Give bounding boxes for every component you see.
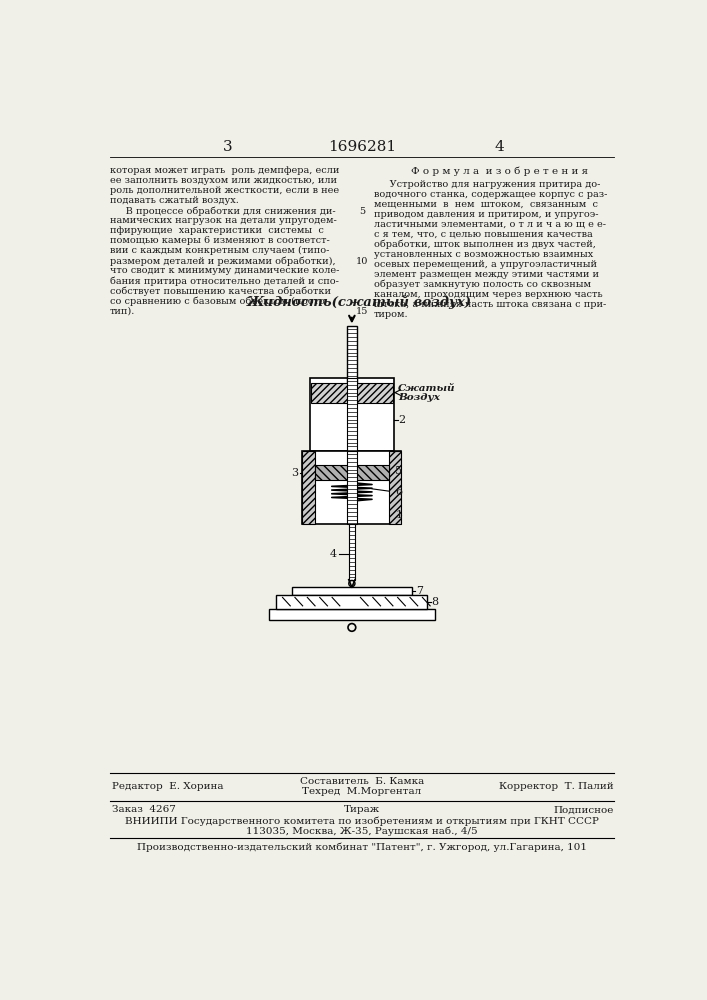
Text: подавать сжатый воздух.: подавать сжатый воздух. [110,196,239,205]
Text: водочного станка, содержащее корпус с раз-: водочного станка, содержащее корпус с ра… [373,190,607,199]
Text: 4: 4 [494,140,504,154]
Text: ее заполнить воздухом или жидкостью, или: ее заполнить воздухом или жидкостью, или [110,176,337,185]
Text: Воздух: Воздух [398,393,440,402]
Bar [347,451,357,524]
Text: 1: 1 [395,510,402,520]
Text: элемент размещен между этими частями и: элемент размещен между этими частями и [373,270,599,279]
Text: Тираж: Тираж [344,805,380,814]
Text: В процессе обработки для снижения ди-: В процессе обработки для снижения ди- [110,206,336,216]
Text: Жидность(сжатый воздух): Жидность(сжатый воздух) [247,295,472,309]
Bar [347,326,357,389]
Text: осевых перемещений, а упругоэластичный: осевых перемещений, а упругоэластичный [373,260,597,269]
Text: Производственно-издательский комбинат "Патент", г. Ужгород, ул.Гагарина, 101: Производственно-издательский комбинат "П… [137,842,587,852]
Text: образует замкнутую полость со сквозным: образует замкнутую полость со сквозным [373,280,590,289]
Text: 2: 2 [398,415,406,425]
Bar [311,383,393,403]
Text: 4: 4 [329,549,337,559]
Text: тип).: тип). [110,306,136,315]
Text: 15: 15 [356,307,368,316]
Text: которая может играть  роль демпфера, если: которая может играть роль демпфера, если [110,166,339,175]
Text: 3: 3 [291,468,298,478]
Text: пфирующие  характеристики  системы  с: пфирующие характеристики системы с [110,226,324,235]
Text: мещенными  в  нем  штоком,  связанным  с: мещенными в нем штоком, связанным с [373,200,597,209]
Text: 7: 7 [416,586,423,596]
Text: Составитель  Б. Камка: Составитель Б. Камка [300,777,424,786]
Text: роль дополнительной жесткости, если в нее: роль дополнительной жесткости, если в не… [110,186,339,195]
Bar [269,609,436,620]
Bar [347,378,357,451]
Text: ВНИИПИ Государственного комитета по изобретениям и открытиям при ГКНТ СССР: ВНИИПИ Государственного комитета по изоб… [125,816,599,826]
Text: 113035, Москва, Ж-35, Раушская наб., 4/5: 113035, Москва, Ж-35, Раушская наб., 4/5 [246,826,478,836]
Text: помощью камеры 6 изменяют в соответст-: помощью камеры 6 изменяют в соответст- [110,236,330,245]
Text: 8: 8 [431,597,438,607]
Text: приводом давления и притиром, и упругоэ-: приводом давления и притиром, и упругоэ- [373,210,598,219]
Bar [310,378,394,451]
Text: 5: 5 [395,466,402,476]
Text: вии с каждым конкретным случаем (типо-: вии с каждым конкретным случаем (типо- [110,246,329,255]
Text: со сравнению с базовым объектом (прото-: со сравнению с базовым объектом (прото- [110,296,328,306]
Text: Устройство для нагружения притира до-: Устройство для нагружения притира до- [373,180,600,189]
Text: Сжатый: Сжатый [398,384,456,393]
Text: каналом, проходящим через верхнюю часть: каналом, проходящим через верхнюю часть [373,290,602,299]
Text: с я тем, что, с целью повышения качества: с я тем, что, с целью повышения качества [373,230,592,239]
Text: 5: 5 [359,207,365,216]
Bar [303,451,402,524]
Text: установленных с возможностью взаимных: установленных с возможностью взаимных [373,250,593,259]
Text: 6: 6 [395,487,402,497]
Text: размером деталей и режимами обработки),: размером деталей и режимами обработки), [110,256,336,266]
Text: обработки, шток выполнен из двух частей,: обработки, шток выполнен из двух частей, [373,240,595,249]
Bar [276,595,428,609]
Bar [349,524,355,580]
Text: 10: 10 [356,257,368,266]
Text: Подписное: Подписное [554,805,614,814]
Bar [303,451,315,524]
Text: штока, а нижняя часть штока связана с при-: штока, а нижняя часть штока связана с пр… [373,300,606,309]
Text: 1696281: 1696281 [328,140,396,154]
Text: Техред  М.Моргентал: Техред М.Моргентал [303,787,421,796]
Text: намических нагрузок на детали упругодем-: намических нагрузок на детали упругодем- [110,216,337,225]
Text: тиром.: тиром. [373,310,408,319]
Bar [315,465,389,480]
Text: ластичными элементами, о т л и ч а ю щ е е-: ластичными элементами, о т л и ч а ю щ е… [373,220,606,229]
Text: Ф о р м у л а  и з о б р е т е н и я: Ф о р м у л а и з о б р е т е н и я [411,166,588,176]
Text: 3: 3 [223,140,233,154]
Bar [292,587,412,595]
Text: Корректор  Т. Палий: Корректор Т. Палий [499,782,614,791]
Text: Заказ  4267: Заказ 4267 [112,805,175,814]
Bar [389,451,402,524]
Text: Редактор  Е. Хорина: Редактор Е. Хорина [112,782,223,791]
Text: что сводит к минимуму динамические коле-: что сводит к минимуму динамические коле- [110,266,339,275]
Text: бания притира относительно деталей и спо-: бания притира относительно деталей и спо… [110,276,339,286]
Text: собствует повышению качества обработки: собствует повышению качества обработки [110,286,331,296]
